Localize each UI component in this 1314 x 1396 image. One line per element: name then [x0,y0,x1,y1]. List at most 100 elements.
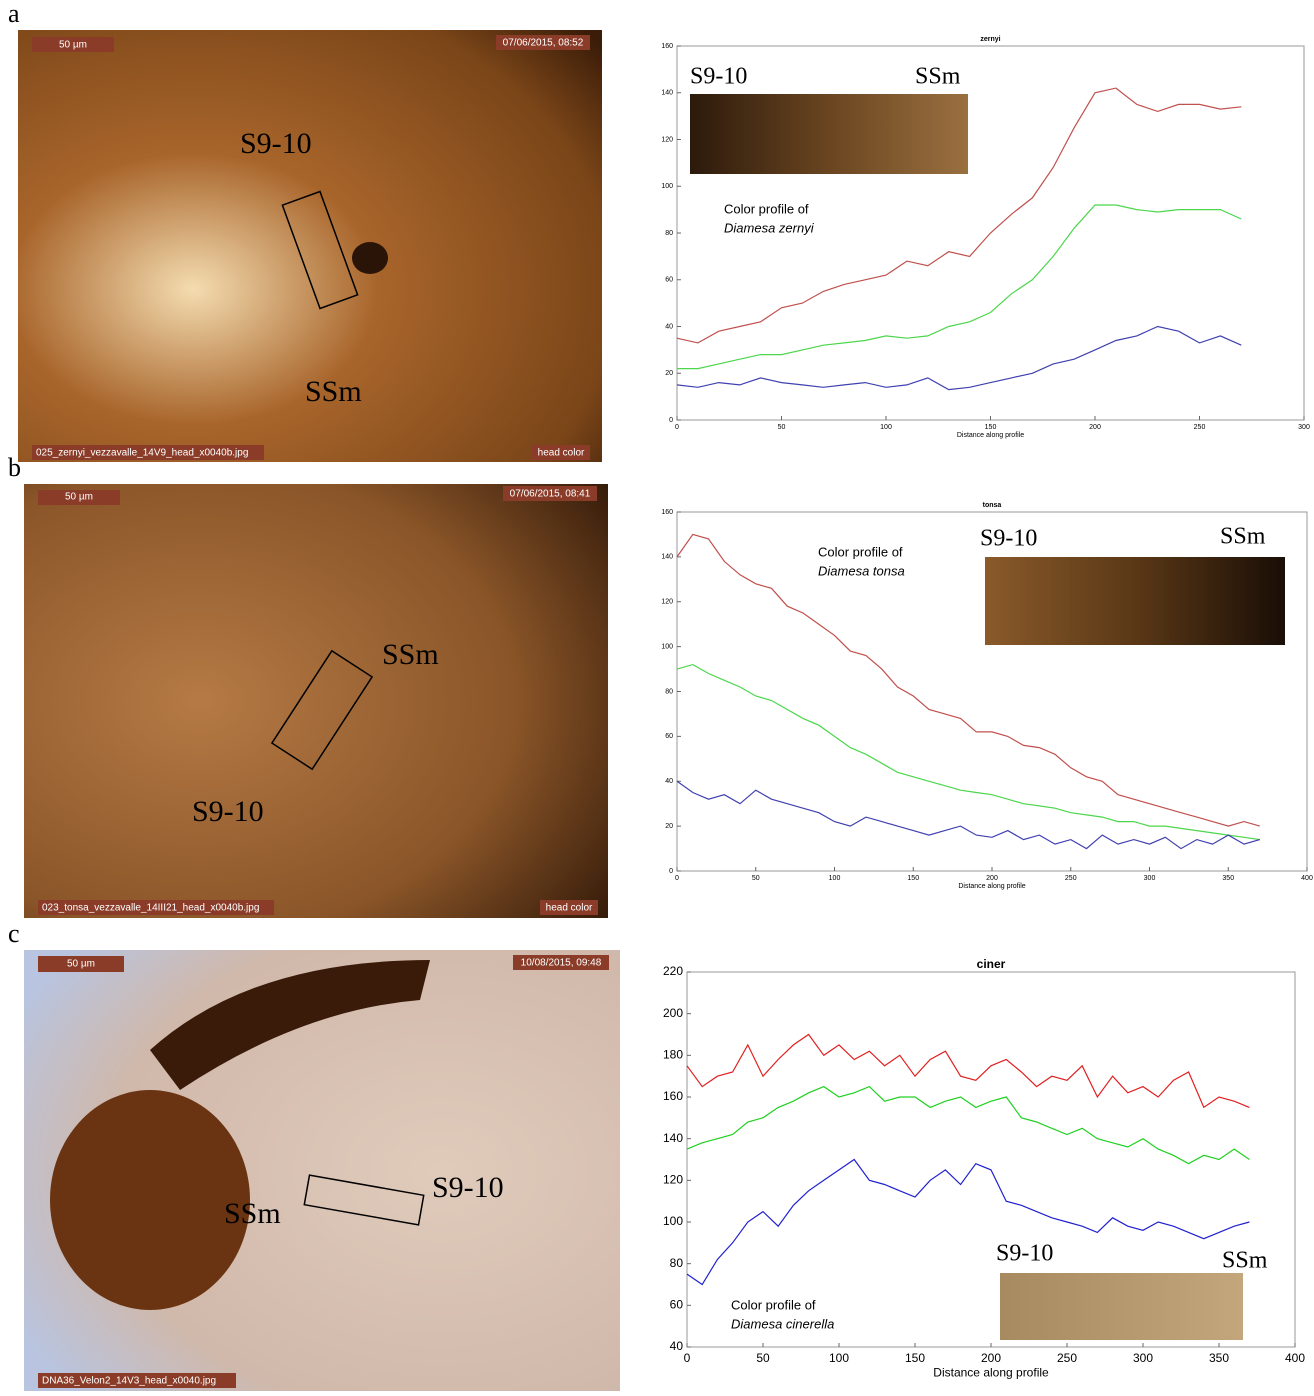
y-tick-label: 180 [663,1048,683,1062]
x-tick-label: 400 [1285,1351,1305,1365]
series-line [676,325,1242,391]
micrograph [24,484,608,918]
filename: 025_zernyi_vezzavalle_14V9_head_x0040b.j… [36,448,248,459]
x-tick-label: 0 [675,424,679,431]
x-tick-label: 50 [752,875,760,882]
y-tick-label: 120 [663,1173,683,1187]
x-tick-label: 250 [1065,875,1077,882]
y-tick-label: 40 [665,323,673,330]
inset-label: S9-10 [980,526,1037,552]
scale-label: 50 µm [67,959,95,970]
series-line [676,780,1260,850]
timestamp-box [503,486,597,501]
spot [352,242,388,274]
filename-box [38,1373,236,1388]
x-tick-label: 200 [986,875,998,882]
x-axis-label: Distance along profile [958,883,1025,890]
series-line [676,663,1260,841]
annotation: Color profile of [731,1297,816,1312]
tag: head color [538,448,585,459]
inset-label: SSm [1222,1248,1268,1274]
profile-box [281,190,359,310]
y-tick-label: 220 [663,964,683,978]
annotation: Diamesa cinerella [731,1316,834,1331]
tag-box [540,900,598,915]
y-tick-label: 80 [670,1256,684,1270]
x-tick-label: 100 [829,875,841,882]
y-tick-label: 160 [661,509,673,516]
profile-strip [985,557,1285,645]
y-tick-label: 140 [661,90,673,97]
structure [50,1090,250,1310]
y-tick-label: 40 [665,778,673,785]
scale-bar [38,956,124,972]
series-line [676,87,1242,344]
x-tick-label: 400 [1301,875,1313,882]
timestamp: 07/06/2015, 08:41 [510,489,591,500]
inset-label: SSm [915,64,961,90]
profile-strip [1000,1273,1243,1340]
y-tick-label: 80 [665,688,673,695]
x-tick-label: 50 [778,424,786,431]
y-tick-label: 60 [665,733,673,740]
x-tick-label: 100 [829,1351,849,1365]
marker-label: SSm [224,1197,281,1230]
x-tick-label: 50 [756,1351,770,1365]
x-tick-label: 350 [1222,875,1234,882]
y-tick-label: 160 [663,1089,683,1103]
x-tick-label: 0 [675,875,679,882]
inset-label: S9-10 [996,1241,1053,1267]
y-tick-label: 100 [661,643,673,650]
x-tick-label: 200 [1089,424,1101,431]
tag-box [532,445,590,460]
chart-title: zernyi [980,36,1000,43]
y-tick-label: 80 [665,230,673,237]
marker-label: SSm [305,375,362,408]
inset-label: S9-10 [690,64,747,90]
scale-bar [38,490,120,505]
y-tick-label: 20 [665,823,673,830]
scale-label: 50 µm [65,492,93,503]
series-line [677,204,1242,370]
x-tick-label: 300 [1298,424,1310,431]
y-tick-label: 200 [663,1006,683,1020]
y-tick-label: 140 [661,554,673,561]
annotation: Diamesa zernyi [724,220,815,235]
filename: DNA36_Velon2_14V3_head_x0040.jpg [42,1376,216,1387]
marker-label: S9-10 [240,127,312,160]
panel-label: c [8,919,20,948]
annotation: Color profile of [818,544,903,559]
marker-label: SSm [382,638,439,671]
timestamp: 10/08/2015, 09:48 [521,958,602,969]
profile-box [270,649,374,771]
x-axis-label: Distance along profile [933,1366,1049,1380]
x-tick-label: 150 [985,424,997,431]
filename-box [38,900,274,915]
structure [150,960,430,1090]
timestamp-box [513,955,609,970]
scale-label: 50 µm [59,40,87,51]
scale-bar [32,37,114,52]
y-tick-label: 0 [669,868,673,875]
series-line [686,1085,1250,1165]
x-tick-label: 250 [1194,424,1206,431]
x-tick-label: 150 [905,1351,925,1365]
y-tick-label: 160 [661,43,673,50]
y-tick-label: 100 [661,183,673,190]
x-tick-label: 0 [684,1351,691,1365]
series-line [686,1158,1250,1286]
chart-title: tonsa [983,502,1002,509]
series-line [686,1033,1250,1109]
x-tick-label: 300 [1144,875,1156,882]
inset-label: SSm [1220,524,1266,550]
y-tick-label: 60 [670,1298,684,1312]
micrograph [18,30,602,462]
panel-label: a [8,0,20,28]
panel-label: b [8,453,21,482]
y-tick-label: 120 [661,599,673,606]
y-tick-label: 120 [661,136,673,143]
x-tick-label: 350 [1209,1351,1229,1365]
x-tick-label: 100 [880,424,892,431]
timestamp-box [496,35,590,50]
